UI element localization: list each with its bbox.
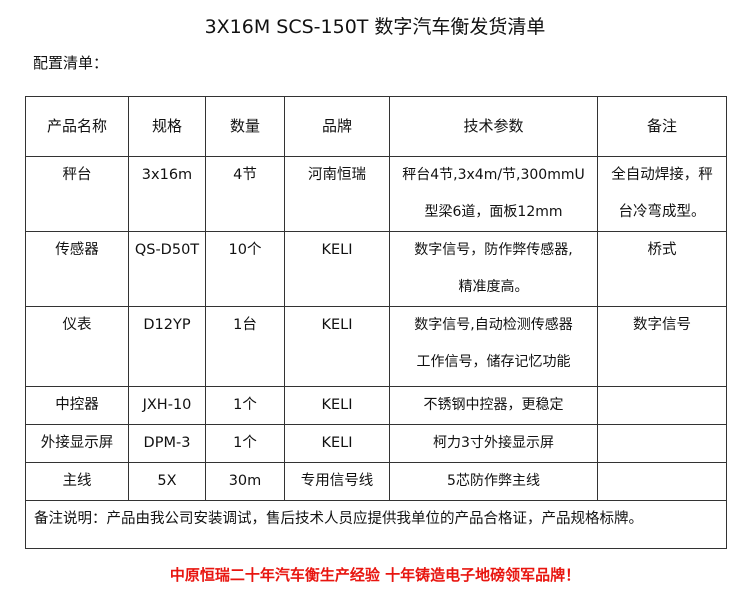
table-row: 主线 5X 30m 专用信号线 5芯防作弊主线	[25, 462, 727, 501]
brand-cell: KELI	[284, 386, 390, 425]
table-row: 外接显示屏 DPM-3 1个 KELI 柯力3寸外接显示屏	[25, 424, 727, 463]
brand-cell: KELI	[284, 306, 390, 387]
header-cell: 品牌	[284, 96, 390, 157]
shipping-list-table: 产品名称 规格 数量 品牌 技术参数 备注 秤台 3x16m 4节 河南恒瑞 秤…	[25, 96, 727, 549]
remark-line: 全自动焊接，秤	[611, 167, 713, 183]
name-cell: 中控器	[25, 386, 129, 425]
tech-line: 工作信号，储存记忆功能	[416, 354, 571, 370]
spec-cell: D12YP	[128, 306, 206, 387]
qty-cell: 1个	[205, 386, 285, 425]
qty-cell: 1个	[205, 424, 285, 463]
tech-cell: 5芯防作弊主线	[389, 462, 598, 501]
remark-line: 数字信号	[633, 317, 691, 333]
tech-line: 秤台4节,3x4m/节,300mmU	[402, 167, 585, 183]
qty-cell: 1台	[205, 306, 285, 387]
table-row: 秤台 3x16m 4节 河南恒瑞 秤台4节,3x4m/节,300mmU 型梁6道，…	[25, 156, 727, 232]
qty-cell: 4节	[205, 156, 285, 232]
brand-cell: 河南恒瑞	[284, 156, 390, 232]
header-cell: 技术参数	[389, 96, 598, 157]
qty-cell: 30m	[205, 462, 285, 501]
tech-cell: 数字信号，防作弊传感器, 精准度高。	[389, 231, 598, 307]
header-cell: 数量	[205, 96, 285, 157]
spec-cell: 3x16m	[128, 156, 206, 232]
remark-line: 台冷弯成型。	[618, 204, 706, 220]
tech-line: 精准度高。	[458, 279, 529, 295]
tech-line: 数字信号，防作弊传感器,	[414, 242, 573, 258]
page-title: 3X16M SCS-150T 数字汽车衡发货清单	[204, 16, 546, 38]
header-cell: 备注	[597, 96, 727, 157]
tech-line: 数字信号,自动检测传感器	[414, 317, 573, 333]
name-cell: 外接显示屏	[25, 424, 129, 463]
spec-cell: JXH-10	[128, 386, 206, 425]
table-row: 传感器 QS-D50T 10个 KELI 数字信号，防作弊传感器, 精准度高。 桥…	[25, 231, 727, 307]
brand-cell: KELI	[284, 424, 390, 463]
tech-line: 型梁6道，面板12mm	[424, 204, 563, 220]
name-cell: 主线	[25, 462, 129, 501]
tech-cell: 秤台4节,3x4m/节,300mmU 型梁6道，面板12mm	[389, 156, 598, 232]
tech-cell: 柯力3寸外接显示屏	[389, 424, 598, 463]
table-row: 仪表 D12YP 1台 KELI 数字信号,自动检测传感器 工作信号，储存记忆功能…	[25, 306, 727, 387]
name-cell: 秤台	[25, 156, 129, 232]
remark-cell: 全自动焊接，秤 台冷弯成型。	[597, 156, 727, 232]
table-header-row: 产品名称 规格 数量 品牌 技术参数 备注	[25, 96, 727, 157]
header-cell: 产品名称	[25, 96, 129, 157]
header-cell: 规格	[128, 96, 206, 157]
tech-cell: 不锈钢中控器，更稳定	[389, 386, 598, 425]
section-label: 配置清单：	[33, 54, 109, 72]
brand-cell: 专用信号线	[284, 462, 390, 501]
remark-cell	[597, 462, 727, 501]
remark-cell	[597, 386, 727, 425]
qty-cell: 10个	[205, 231, 285, 307]
brand-cell: KELI	[284, 231, 390, 307]
remark-line: 桥式	[647, 242, 677, 258]
spec-cell: QS-D50T	[128, 231, 206, 307]
note-text: 备注说明：产品由我公司安装调试，售后技术人员应提供我单位的产品合格证，产品规格标…	[25, 500, 727, 549]
spec-cell: DPM-3	[128, 424, 206, 463]
slogan: 中原恒瑞二十年汽车衡生产经验 十年铸造电子地磅领军品牌！	[169, 566, 581, 584]
remark-cell: 桥式	[597, 231, 727, 307]
remark-cell: 数字信号	[597, 306, 727, 387]
table-row: 中控器 JXH-10 1个 KELI 不锈钢中控器，更稳定	[25, 386, 727, 425]
name-cell: 传感器	[25, 231, 129, 307]
remark-cell	[597, 424, 727, 463]
spec-cell: 5X	[128, 462, 206, 501]
name-cell: 仪表	[25, 306, 129, 387]
note-row: 备注说明：产品由我公司安装调试，售后技术人员应提供我单位的产品合格证，产品规格标…	[25, 500, 727, 549]
tech-cell: 数字信号,自动检测传感器 工作信号，储存记忆功能	[389, 306, 598, 387]
